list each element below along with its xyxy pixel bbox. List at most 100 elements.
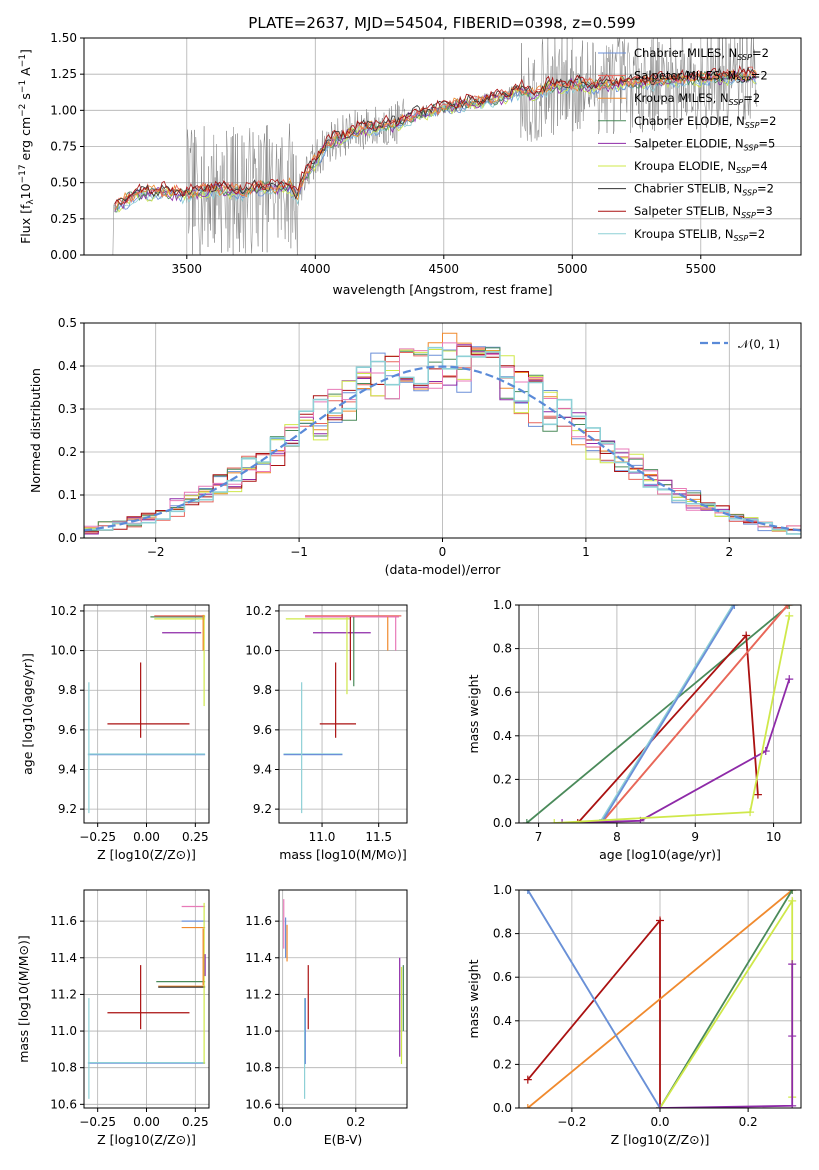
- histogram-extra_pink: [84, 342, 801, 538]
- x-tick-label: 7: [535, 830, 543, 844]
- axes-mass-vs-Z: −0.25 0.00 0.25 10.6 10.8 11.0 11.2 11.4 11.6 Z […: [16, 889, 210, 1147]
- x-axis-label: E(B-V): [324, 1132, 363, 1147]
- legend-text: =2: [757, 182, 774, 196]
- legend-text: =2: [751, 69, 768, 83]
- y-tick-label: 0.5: [58, 316, 77, 330]
- y-tick-label: 10.6: [245, 1097, 272, 1111]
- series-salpeter-stelib: [577, 633, 759, 823]
- histogram-kroupa-stelib: [84, 346, 801, 538]
- legend-text: =2: [752, 46, 769, 60]
- y-tick-label: 0.2: [493, 772, 512, 786]
- legend-text: Salpeter STELIB, N: [634, 204, 741, 218]
- x-tick-label: 4000: [300, 262, 331, 276]
- x-tick-label: 5000: [557, 262, 588, 276]
- y-tick-label: 10.2: [245, 604, 272, 618]
- y-tick-label: 10.0: [50, 644, 77, 658]
- model-spectrum-salpeter-stelib: [114, 65, 757, 206]
- y-tick-label: 0.3: [58, 402, 77, 416]
- axes-frame: [518, 604, 802, 824]
- y-tick-label: 11.0: [245, 1024, 272, 1038]
- y-tick-label: 0.2: [493, 1057, 512, 1071]
- plot-area: [112, 38, 758, 255]
- x-axis-label: mass [log10(M/M⊙)]: [279, 847, 407, 862]
- y-tick-label: 0.50: [50, 176, 77, 190]
- y-tick-label: 1.25: [50, 67, 77, 81]
- y-tick-label: 0.8: [493, 927, 512, 941]
- y-tick-label: 0.4: [58, 359, 77, 373]
- legend-label: Kroupa ELODIE, NSSP=4: [634, 159, 768, 175]
- y-tick-label: 10.0: [245, 644, 272, 658]
- plot-area: [283, 615, 402, 814]
- series-marker: [523, 1075, 532, 1084]
- series-marker: [788, 960, 797, 969]
- axes-frame: [278, 889, 408, 1109]
- series-marker: [785, 605, 794, 609]
- series-chabrier-elodie: [526, 605, 790, 823]
- legend-subscript: SSP: [741, 211, 756, 220]
- x-axis-label: Z [log10(Z/Z⊙)]: [97, 847, 196, 862]
- series-marker: [788, 1101, 797, 1108]
- legend-label: Chabrier STELIB, NSSP=2: [634, 182, 774, 198]
- y-tick-label: 1.00: [50, 103, 77, 117]
- model-spectrum-kroupa-miles: [114, 69, 757, 210]
- y-axis-label: mass weight: [466, 959, 481, 1038]
- legend-subscript: SSP: [734, 234, 749, 243]
- series-chabrier-elodie: [659, 890, 793, 1108]
- x-tick-label: −0.25: [79, 830, 116, 844]
- legend-text: Chabrier MILES, N: [634, 46, 737, 60]
- y-tick-label: 11.6: [245, 914, 272, 928]
- normal-curve: [84, 365, 801, 532]
- y-tick-label: 1.0: [493, 598, 512, 612]
- series-marker: [788, 896, 797, 905]
- legend-subscript: SSP: [729, 98, 744, 107]
- legend-subscript: SSP: [742, 189, 757, 198]
- legend-text: Kroupa MILES, N: [634, 91, 729, 105]
- x-tick-label: 0.0: [650, 1115, 669, 1129]
- x-tick-label: −0.2: [557, 1115, 586, 1129]
- x-tick-label: 5500: [686, 262, 717, 276]
- legend-subscript: SSP: [744, 143, 759, 152]
- plots-layer: 3500 4000 4500 5000 55000.000.250.500.751.00…: [16, 31, 802, 1147]
- x-tick-label: 11.0: [309, 830, 336, 844]
- series-marker: [656, 916, 664, 925]
- y-axis-label-part: −17: [18, 164, 28, 183]
- legend-label: 𝒩(0, 1): [738, 337, 780, 351]
- y-tick-label: 0.25: [50, 212, 77, 226]
- y-tick-label: 1.0: [493, 883, 512, 897]
- y-tick-label: 0.0: [493, 1101, 512, 1115]
- legend-text: =2: [748, 227, 765, 241]
- y-tick-label: 0.6: [493, 685, 512, 699]
- x-tick-label: 9: [691, 830, 699, 844]
- y-tick-label: 9.8: [58, 683, 77, 697]
- series-kroupa-elodie: [659, 897, 794, 1108]
- y-tick-label: 10.6: [50, 1097, 77, 1111]
- y-tick-label: 9.2: [253, 802, 272, 816]
- series-marker: [746, 808, 755, 817]
- axes-frame: [278, 604, 408, 824]
- y-axis-label: Normed distribution: [28, 368, 43, 493]
- legend-subscript: SSP: [736, 166, 751, 175]
- y-tick-label: 11.6: [50, 914, 77, 928]
- legend-text: =2: [760, 114, 777, 128]
- y-tick-label: 0.4: [493, 1014, 512, 1028]
- y-tick-label: 9.2: [58, 802, 77, 816]
- y-axis-label: mass [log10(M/M⊙)]: [16, 935, 31, 1063]
- legend-text: Chabrier STELIB, N: [634, 182, 742, 196]
- legend-label: Salpeter ELODIE, NSSP=5: [634, 136, 775, 152]
- x-tick-label: −2: [147, 545, 165, 559]
- y-axis-label-part: λ: [26, 199, 36, 205]
- x-tick-label: 0.25: [182, 830, 209, 844]
- y-axis-label-part: Flux [f: [18, 204, 33, 244]
- y-tick-label: 0.1: [58, 488, 77, 502]
- x-tick-label: −0.25: [79, 1115, 116, 1129]
- x-tick-label: 0.00: [133, 1115, 160, 1129]
- plot-area: [523, 890, 797, 1108]
- y-axis-label-part: −2: [18, 104, 28, 117]
- legend-text: =4: [751, 159, 768, 173]
- series-kroupa-stelib: [598, 605, 734, 823]
- series-marker: [522, 819, 531, 823]
- x-tick-label: 10: [766, 830, 781, 844]
- model-spectrum-chabrier-stelib: [114, 66, 757, 204]
- y-tick-label: 11.4: [50, 951, 77, 965]
